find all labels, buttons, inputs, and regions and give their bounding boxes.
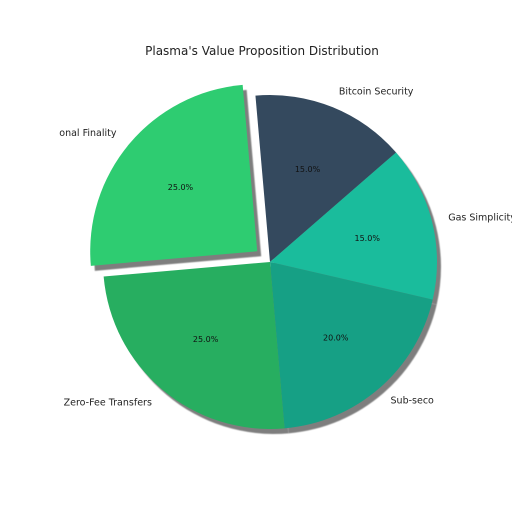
pie-slice-bitcoin-security	[255, 95, 397, 262]
label-layer: 15.0% Bitcoin Security 15.0% Gas Simplicity…	[59, 87, 512, 409]
slice-percent-label: 25.0%	[168, 183, 194, 192]
slice-category-label: onal Finality	[59, 128, 117, 139]
chart-title: Plasma's Value Proposition Distribution	[145, 44, 379, 58]
slice-percent-label: 20.0%	[323, 334, 349, 343]
pie-slice-gas-simplicity	[270, 152, 437, 300]
pie-slice-unconditional-finality	[90, 84, 258, 266]
slice-percent-label: 15.0%	[295, 165, 321, 174]
pie-slice-zero-fee-transfers	[103, 262, 285, 429]
slice-layer	[90, 84, 437, 429]
pie-slice-sub-second-finality	[270, 262, 433, 429]
slice-category-label: Gas Simplicity	[448, 213, 512, 224]
slice-category-label: Bitcoin Security	[339, 87, 414, 98]
slice-category-label: Sub-seco	[391, 396, 435, 407]
slice-percent-label: 25.0%	[193, 335, 219, 344]
slice-category-label: Zero-Fee Transfers	[64, 398, 152, 409]
slice-percent-label: 15.0%	[355, 234, 381, 243]
